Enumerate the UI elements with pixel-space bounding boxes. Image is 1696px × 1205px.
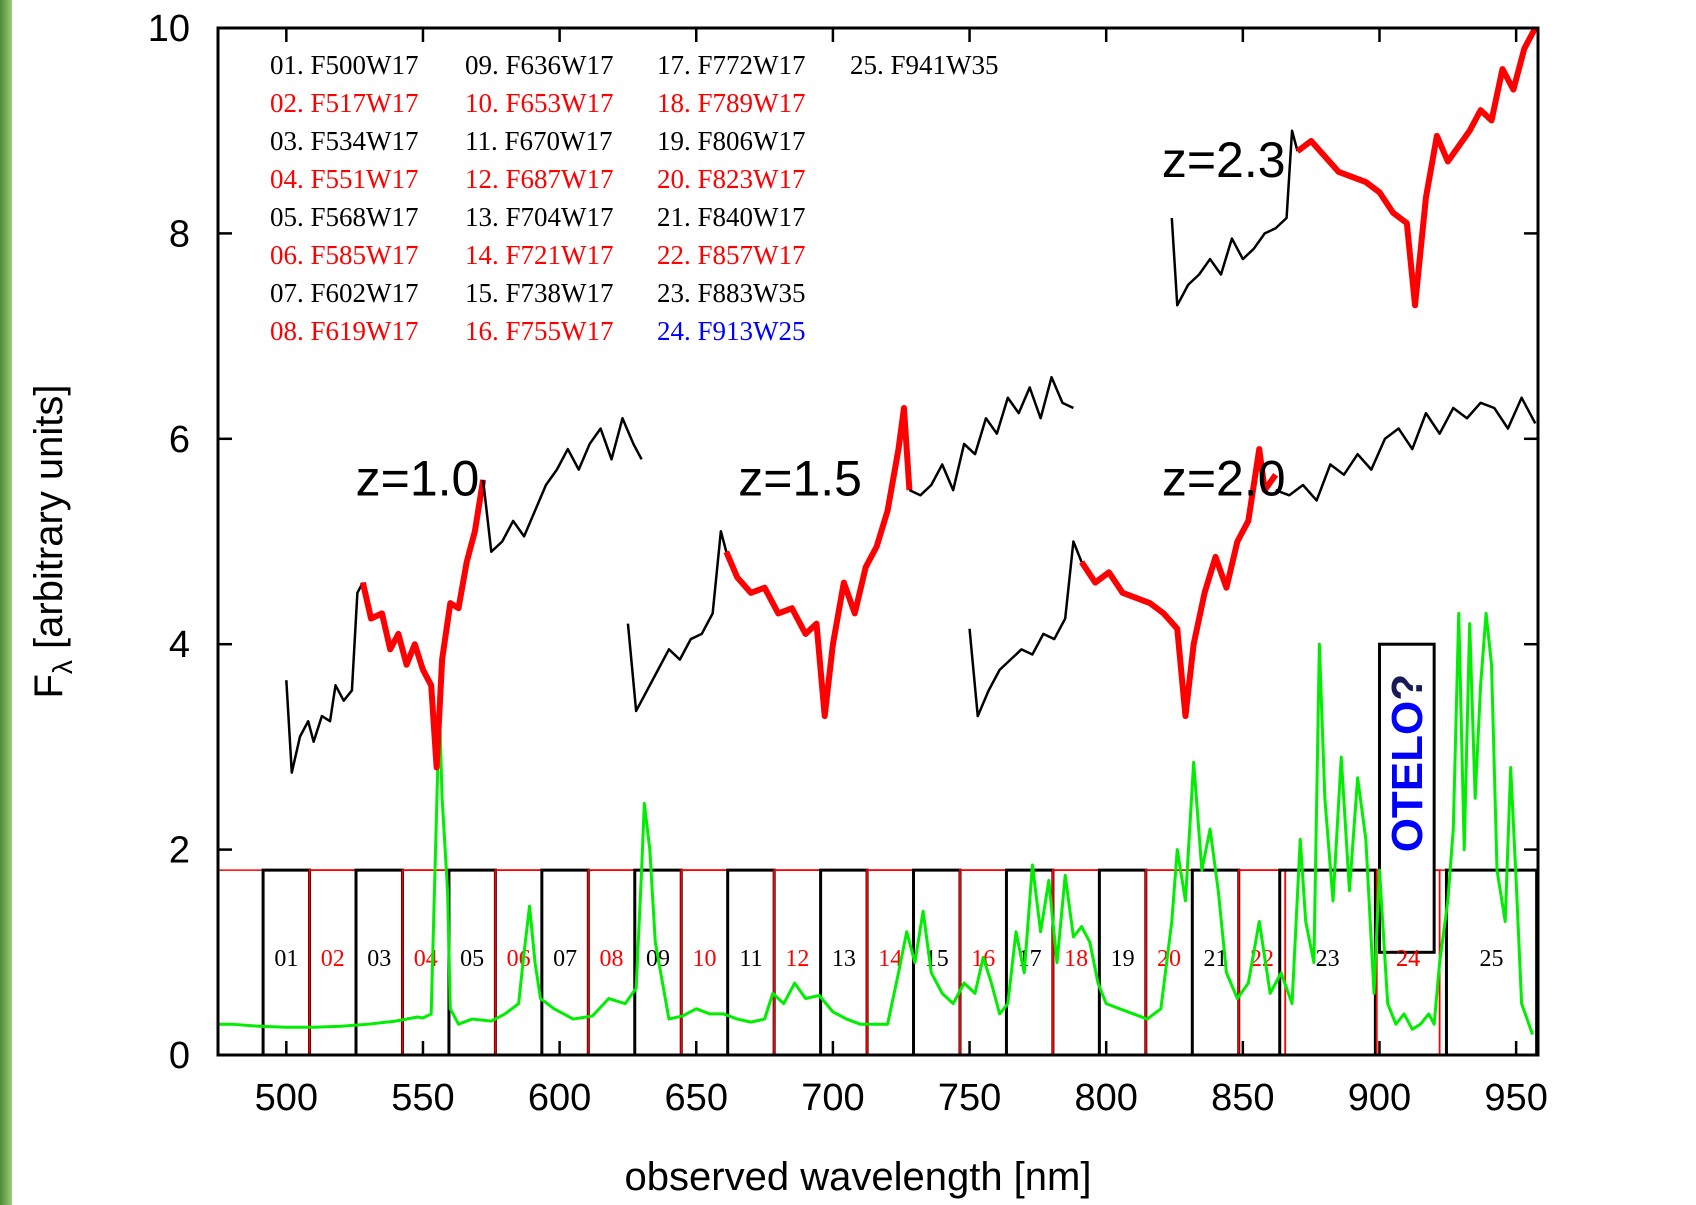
redshift-label-2: z=2.0 bbox=[1162, 450, 1286, 506]
legend-entry-23: 23. F883W35 bbox=[657, 278, 806, 308]
legend-entry-21: 21. F840W17 bbox=[657, 202, 806, 232]
spectrum-2-segment-1 bbox=[1079, 446, 1279, 720]
legend-entry-7: 07. F602W17 bbox=[270, 278, 419, 308]
y-tick-label-4: 4 bbox=[169, 624, 190, 666]
legend-entry-12: 12. F687W17 bbox=[465, 164, 614, 194]
chart-legend: 01. F500W17 02. F517W17 03. F534W17 04. F55… bbox=[270, 50, 999, 346]
x-tick-label-950: 950 bbox=[1484, 1077, 1547, 1119]
filter-label-25: 25 bbox=[1480, 946, 1504, 972]
x-tick-label-500: 500 bbox=[255, 1077, 318, 1119]
legend-entry-11: 11. F670W17 bbox=[465, 126, 613, 156]
spectrum-1-segment-2 bbox=[908, 375, 1074, 497]
filter-label-03: 03 bbox=[367, 946, 391, 972]
y-axis-title-sub: λ bbox=[47, 660, 78, 674]
legend-entry-8: 08. F619W17 bbox=[270, 316, 419, 346]
filter-label-05: 05 bbox=[460, 946, 484, 972]
x-tick-label-750: 750 bbox=[938, 1077, 1001, 1119]
x-axis-title: observed wavelength [nm] bbox=[625, 1155, 1092, 1199]
legend-entry-17: 17. F772W17 bbox=[657, 50, 806, 80]
x-tick-label-600: 600 bbox=[528, 1077, 591, 1119]
filter-label-19: 19 bbox=[1111, 946, 1135, 972]
legend-entry-9: 09. F636W17 bbox=[465, 50, 614, 80]
y-tick-label-10: 10 bbox=[148, 8, 190, 50]
spectrum-3-segment-1 bbox=[1295, 26, 1538, 309]
redshift-label-0: z=1.0 bbox=[356, 450, 480, 506]
x-tick-label-900: 900 bbox=[1348, 1077, 1411, 1119]
filter-label-24-front: 24 bbox=[1396, 946, 1420, 972]
legend-entry-2: 02. F517W17 bbox=[270, 88, 419, 118]
filter-band-22 bbox=[1237, 869, 1287, 1055]
y-tick-label-2: 2 bbox=[169, 830, 190, 872]
filter-label-11: 11 bbox=[739, 946, 762, 972]
legend-entry-22: 22. F857W17 bbox=[657, 240, 806, 270]
legend-entry-4: 04. F551W17 bbox=[270, 164, 419, 194]
y-axis-title-rest: [arbitrary units] bbox=[27, 384, 71, 660]
legend-entry-25: 25. F941W35 bbox=[850, 50, 999, 80]
redshift-label-1: z=1.5 bbox=[738, 450, 862, 506]
x-tick-label-800: 800 bbox=[1074, 1077, 1137, 1119]
chart-axes: 500 550 600 650 700 750 800 850 900 9500246810obs… bbox=[27, 8, 1548, 1199]
x-tick-label-850: 850 bbox=[1211, 1077, 1274, 1119]
y-tick-label-6: 6 bbox=[169, 419, 190, 461]
legend-entry-1: 01. F500W17 bbox=[270, 50, 419, 80]
reference-spectrum bbox=[218, 611, 1534, 1035]
legend-entry-13: 13. F704W17 bbox=[465, 202, 614, 232]
spectrum-2-segment-0 bbox=[968, 540, 1083, 718]
legend-entry-18: 18. F789W17 bbox=[657, 88, 806, 118]
chart-labels: z=1.0 z=1.5 z=2.0 z=2.3 bbox=[356, 132, 1286, 506]
plot-frame bbox=[216, 26, 1540, 1057]
green-reference-line bbox=[218, 611, 1534, 1035]
x-tick-label-650: 650 bbox=[665, 1077, 728, 1119]
legend-entry-24: 24. F913W25 bbox=[657, 316, 806, 346]
filter-label-02: 02 bbox=[321, 946, 345, 972]
spectrum-1-segment-1 bbox=[723, 404, 913, 720]
y-axis-title-main: F bbox=[27, 674, 71, 698]
redshifted-spectra bbox=[285, 26, 1538, 774]
legend-entry-5: 05. F568W17 bbox=[270, 202, 419, 232]
filter-label-10: 10 bbox=[692, 946, 716, 972]
filter-label-12: 12 bbox=[785, 946, 809, 972]
otelo-question-mark: ? bbox=[1383, 674, 1432, 701]
spectrum-0-segment-2 bbox=[481, 417, 643, 554]
filter-label-01: 01 bbox=[274, 946, 298, 972]
redshift-label-3: z=2.3 bbox=[1162, 132, 1286, 188]
spectrum-3-segment-0 bbox=[1170, 129, 1299, 307]
legend-entry-15: 15. F738W17 bbox=[465, 278, 614, 308]
spectrum-2-segment-2 bbox=[1275, 396, 1537, 502]
legend-entry-16: 16. F755W17 bbox=[465, 316, 614, 346]
legend-entry-19: 19. F806W17 bbox=[657, 126, 806, 156]
y-axis-title: Fλ [arbitrary units] bbox=[27, 384, 78, 698]
x-tick-label-700: 700 bbox=[801, 1077, 864, 1119]
legend-entry-20: 20. F823W17 bbox=[657, 164, 806, 194]
filter-label-06: 06 bbox=[507, 946, 531, 972]
legend-entry-10: 10. F653W17 bbox=[465, 88, 614, 118]
spectrum-0-segment-1 bbox=[359, 479, 487, 771]
x-tick-label-550: 550 bbox=[391, 1077, 454, 1119]
filter-label-13: 13 bbox=[832, 946, 856, 972]
left-edge-stripe bbox=[0, 0, 12, 1205]
y-tick-label-0: 0 bbox=[169, 1035, 190, 1077]
legend-entry-3: 03. F534W17 bbox=[270, 126, 419, 156]
y-tick-label-8: 8 bbox=[169, 213, 190, 255]
spectrum-0-segment-0 bbox=[285, 581, 364, 774]
legend-entry-14: 14. F721W17 bbox=[465, 240, 614, 270]
filter-label-08: 08 bbox=[600, 946, 624, 972]
spectrum-1-segment-0 bbox=[626, 529, 728, 713]
otelo-box bbox=[1377, 642, 1436, 954]
filter-bands: 01 02 03 04 05 06 07 08 09 10 11 12 13 14 15 16 17 18 19 20… bbox=[218, 642, 1539, 1055]
legend-entry-6: 06. F585W17 bbox=[270, 240, 419, 270]
filter-label-23: 23 bbox=[1316, 946, 1340, 972]
filter-label-18: 18 bbox=[1064, 946, 1088, 972]
otelo-label: OTELO? bbox=[1383, 674, 1432, 852]
filter-label-07: 07 bbox=[553, 946, 577, 972]
